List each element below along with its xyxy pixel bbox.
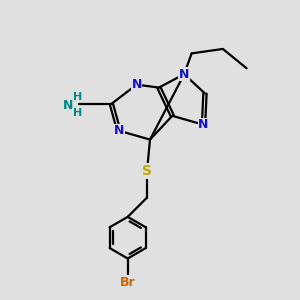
Text: S: S (142, 164, 152, 178)
Text: N: N (63, 99, 74, 112)
Text: H: H (73, 108, 82, 118)
Text: N: N (131, 78, 142, 91)
Text: H: H (73, 92, 82, 101)
Text: N: N (114, 124, 124, 137)
Text: N: N (179, 68, 189, 81)
Text: N: N (198, 118, 209, 131)
Text: Br: Br (120, 276, 136, 289)
